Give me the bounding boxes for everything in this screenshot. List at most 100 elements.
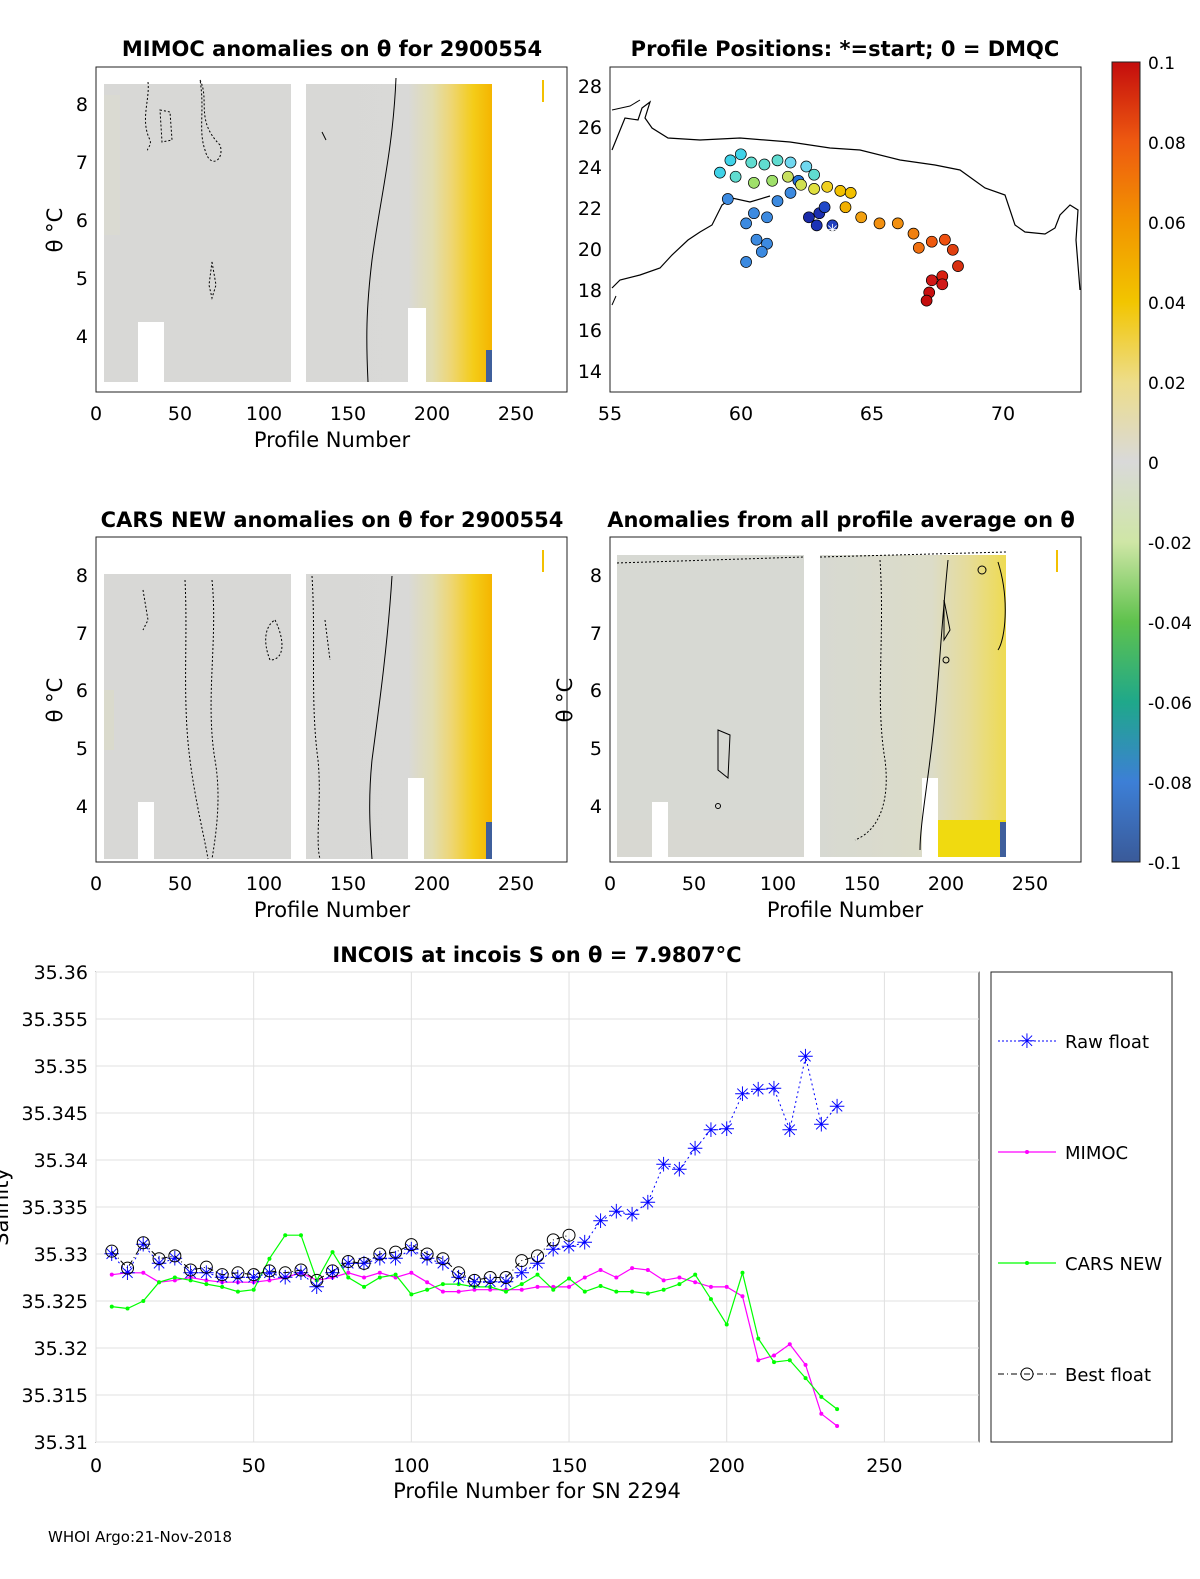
data-point — [645, 1267, 650, 1272]
track-point — [920, 294, 933, 307]
data-point — [251, 1287, 256, 1292]
x-tick-label: 150 — [551, 1455, 587, 1477]
data-point: ✳ — [403, 1237, 420, 1261]
data-point: ✳ — [576, 1231, 593, 1255]
data-point — [567, 1276, 572, 1281]
series-raw-float: ✳✳✳✳ ✳✳ ✳ ✳ ✳ ✳ ✳ ✳ ✳✳✳ ✳ ✳ ✳ ✳ ✳ ✳ ✳✳ ✳ ✳ ✳ ✳ ✳✳ ✳ ✳✳ ✳ ✳✳✳ ✳✳✳ ✳… — [103, 1045, 845, 1299]
data-point — [294, 1263, 308, 1277]
data-point: ✳ — [687, 1137, 704, 1161]
series-line — [111, 1056, 838, 1288]
colorbar-tick: -0.1 — [1148, 854, 1181, 874]
track-point — [939, 233, 951, 246]
cars-panel: CARS NEW anomalies on θ for 2900554 0 50… — [43, 508, 568, 922]
track-point — [782, 170, 794, 183]
data-point: ✳ — [419, 1247, 436, 1271]
data-point: ✳ — [797, 1045, 814, 1069]
y-tick-label: 35.34 — [34, 1150, 88, 1172]
data-point: ✳ — [592, 1209, 609, 1233]
track-point — [766, 174, 779, 187]
data-point — [582, 1275, 587, 1280]
data-point — [677, 1275, 682, 1280]
x-tick-label: 50 — [682, 873, 706, 895]
data-point — [546, 1233, 560, 1247]
mimoc-panel: MIMOC anomalies on θ for 2900554 0 50 10… — [43, 37, 568, 452]
y-tick-label: 22 — [578, 198, 602, 220]
data-point: ✳ — [308, 1275, 325, 1299]
data-point — [772, 1353, 777, 1358]
x-tick-label: 150 — [330, 873, 366, 895]
cars-yticks: 4 5 6 7 8 — [76, 565, 88, 818]
data-point — [535, 1284, 540, 1289]
salinity-ylabel: Salinity — [0, 1168, 13, 1246]
x-tick-label: 60 — [729, 403, 753, 425]
y-tick-label: 18 — [578, 280, 602, 302]
track-point — [734, 148, 747, 161]
track-point — [721, 193, 734, 205]
y-tick-label: 6 — [590, 680, 602, 702]
footer-credit: WHOI Argo:21-Nov-2018 — [48, 1528, 232, 1546]
data-point — [452, 1266, 466, 1280]
series-line — [111, 1234, 570, 1281]
data-point — [231, 1266, 245, 1280]
legend-label: Raw float — [1065, 1032, 1149, 1053]
mimoc-yticks: 4 5 6 7 8 — [76, 94, 88, 348]
x-tick-label: 200 — [414, 403, 450, 425]
data-point — [409, 1270, 414, 1275]
data-point — [404, 1238, 418, 1252]
track-point — [714, 166, 726, 179]
y-tick-label: 5 — [76, 738, 88, 760]
track-point — [818, 201, 831, 214]
data-point — [531, 1249, 544, 1263]
cars-ylabel: θ °C — [43, 678, 67, 723]
data-point — [803, 1362, 808, 1367]
track-point — [834, 185, 847, 197]
y-tick-label: 24 — [578, 157, 602, 179]
x-tick-label: 0 — [604, 873, 616, 895]
colorbar-tick: -0.06 — [1148, 694, 1192, 714]
data-point: ✳ — [813, 1112, 830, 1136]
float-track: ✳ — [714, 148, 964, 307]
data-point — [614, 1275, 619, 1280]
data-point: ✳ — [624, 1203, 641, 1227]
positions-panel: Profile Positions: *=start; 0 = DMQC ✳ 5… — [578, 37, 1082, 425]
data-point — [389, 1245, 403, 1259]
track-point — [925, 274, 938, 287]
data-point — [262, 1264, 276, 1278]
data-point — [425, 1280, 430, 1285]
data-point: ✳ — [829, 1094, 846, 1118]
data-point: ✳ — [450, 1266, 467, 1290]
data-point: ✳ — [166, 1247, 183, 1271]
x-tick-label: 0 — [90, 403, 102, 425]
data-point — [835, 1424, 840, 1429]
data-point — [330, 1250, 335, 1255]
track-point — [808, 168, 820, 181]
data-point: ✳ — [277, 1266, 294, 1290]
x-tick-label: 100 — [246, 873, 282, 895]
mimoc-ylabel: θ °C — [43, 208, 67, 253]
track-point — [810, 219, 823, 232]
data-point — [341, 1255, 355, 1269]
data-point — [724, 1322, 729, 1327]
data-point — [188, 1275, 193, 1280]
data-point — [456, 1289, 461, 1294]
data-point — [483, 1271, 497, 1284]
track-point — [855, 211, 868, 224]
x-tick-label: 100 — [246, 403, 282, 425]
data-point — [724, 1284, 729, 1289]
colorbar-tick: -0.02 — [1148, 534, 1192, 554]
track-point — [748, 207, 760, 220]
y-tick-label: 35.35 — [34, 1056, 88, 1078]
data-point — [582, 1289, 587, 1294]
data-point — [472, 1287, 477, 1292]
avg-heatmap — [616, 550, 1058, 857]
data-point: ✳ — [529, 1251, 546, 1275]
x-tick-label: 55 — [598, 403, 622, 425]
data-point — [772, 1360, 777, 1365]
data-point — [136, 1236, 150, 1250]
x-tick-label: 65 — [860, 403, 884, 425]
data-point — [598, 1267, 603, 1272]
data-point: ✳ — [655, 1153, 672, 1177]
data-point — [787, 1358, 792, 1363]
data-point — [819, 1411, 824, 1416]
track-point — [724, 154, 737, 167]
